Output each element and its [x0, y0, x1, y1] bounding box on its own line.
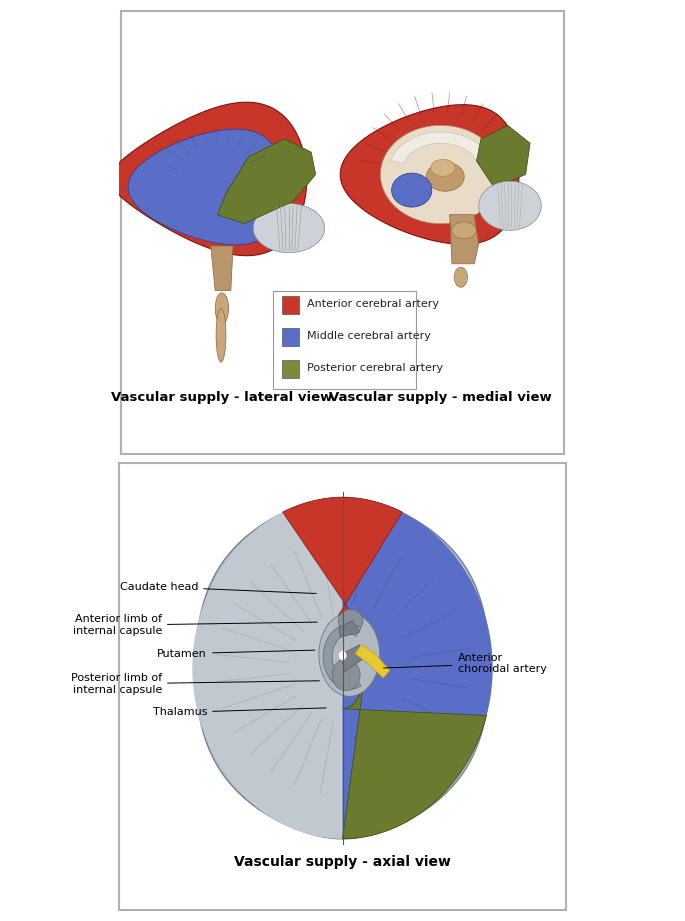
- Polygon shape: [283, 497, 402, 622]
- Text: Anterior cerebral artery: Anterior cerebral artery: [307, 299, 439, 309]
- Ellipse shape: [216, 309, 226, 362]
- Text: Vascular supply - axial view: Vascular supply - axial view: [234, 855, 451, 869]
- Ellipse shape: [338, 650, 347, 660]
- Polygon shape: [342, 492, 493, 844]
- Text: Posterior limb of
internal capsule: Posterior limb of internal capsule: [71, 673, 319, 694]
- Text: Anterior
choroidal artery: Anterior choroidal artery: [384, 653, 547, 674]
- Text: Caudate head: Caudate head: [120, 582, 316, 593]
- Polygon shape: [355, 645, 390, 678]
- Text: Putamen: Putamen: [158, 648, 315, 659]
- Polygon shape: [392, 173, 432, 207]
- FancyBboxPatch shape: [282, 360, 299, 379]
- Ellipse shape: [451, 222, 476, 239]
- Polygon shape: [339, 621, 360, 637]
- Polygon shape: [380, 125, 501, 224]
- Text: Vascular supply - medial view: Vascular supply - medial view: [329, 391, 552, 404]
- Polygon shape: [340, 105, 519, 244]
- Polygon shape: [391, 132, 490, 163]
- Polygon shape: [195, 497, 490, 839]
- Polygon shape: [211, 246, 233, 291]
- FancyBboxPatch shape: [119, 462, 566, 910]
- Polygon shape: [110, 102, 307, 256]
- Ellipse shape: [431, 159, 456, 176]
- FancyBboxPatch shape: [273, 291, 416, 389]
- Polygon shape: [450, 215, 479, 263]
- Text: Vascular supply - lateral view: Vascular supply - lateral view: [111, 391, 333, 404]
- Polygon shape: [217, 139, 316, 224]
- Text: Posterior cerebral artery: Posterior cerebral artery: [307, 364, 443, 373]
- Text: Thalamus: Thalamus: [153, 707, 326, 717]
- Ellipse shape: [454, 267, 468, 287]
- Ellipse shape: [332, 659, 360, 691]
- Polygon shape: [342, 681, 486, 839]
- Polygon shape: [323, 624, 361, 689]
- FancyBboxPatch shape: [121, 11, 564, 454]
- Ellipse shape: [426, 162, 464, 192]
- Ellipse shape: [215, 293, 229, 324]
- Polygon shape: [479, 181, 541, 230]
- Text: Middle cerebral artery: Middle cerebral artery: [307, 332, 431, 341]
- Polygon shape: [192, 492, 342, 844]
- FancyBboxPatch shape: [282, 296, 299, 314]
- Ellipse shape: [338, 610, 363, 632]
- Polygon shape: [128, 129, 284, 245]
- Polygon shape: [340, 645, 364, 671]
- Polygon shape: [253, 204, 325, 252]
- Ellipse shape: [319, 612, 379, 696]
- Polygon shape: [477, 125, 530, 188]
- FancyBboxPatch shape: [282, 328, 299, 346]
- Text: Anterior limb of
internal capsule: Anterior limb of internal capsule: [73, 614, 317, 636]
